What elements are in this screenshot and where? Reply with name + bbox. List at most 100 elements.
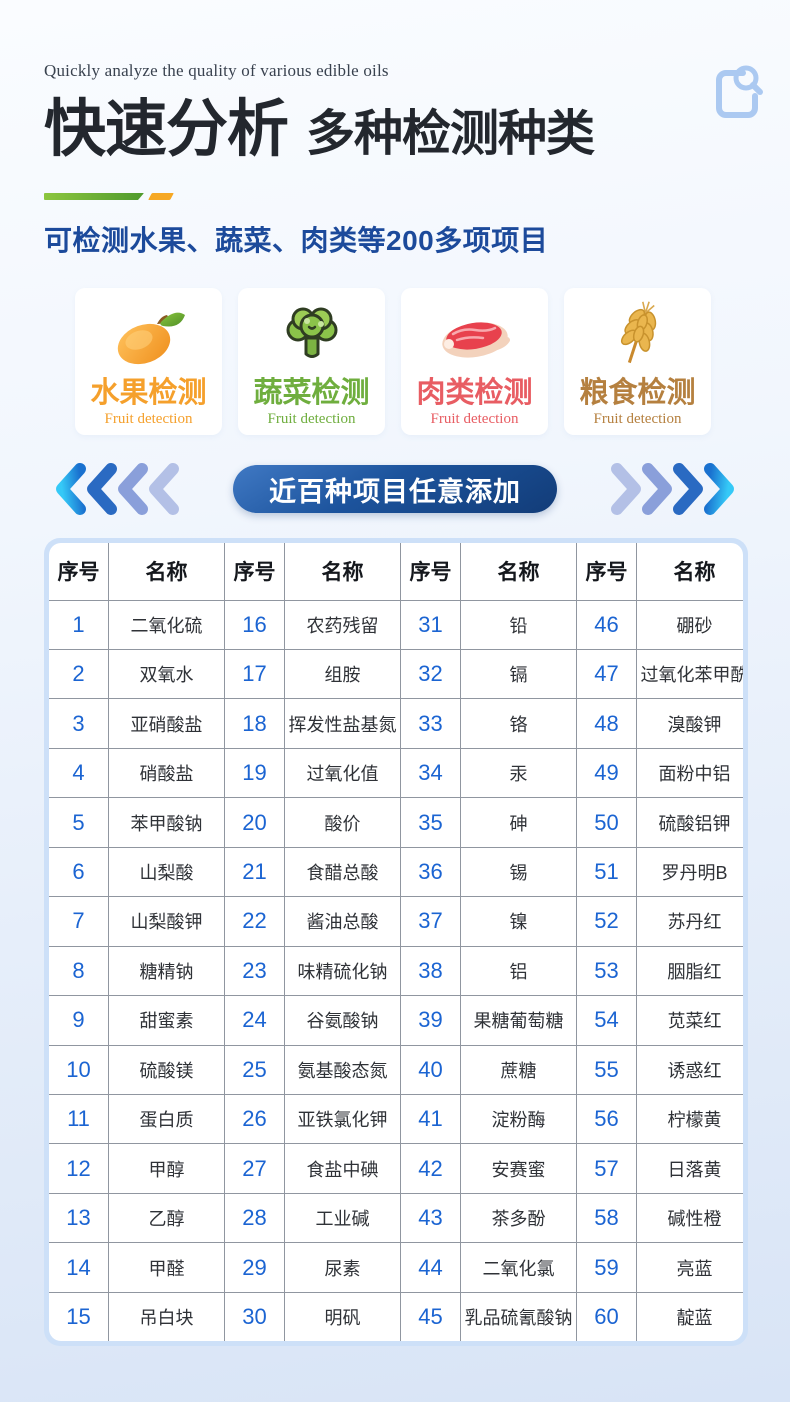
table-row: 13 乙醇 28 工业碱 43 茶多酚 58 碱性橙 — [49, 1192, 743, 1244]
serial-number-cell: 14 — [49, 1242, 109, 1293]
header-serial-number: 序号 — [400, 543, 461, 601]
serial-number-cell: 5 — [49, 797, 109, 848]
serial-number-cell: 4 — [49, 747, 109, 799]
item-name-cell: 蔗糖 — [460, 1044, 577, 1096]
serial-number-cell: 55 — [576, 1044, 637, 1096]
item-name-cell: 硫酸镁 — [108, 1044, 225, 1096]
serial-number-cell: 7 — [49, 896, 109, 947]
serial-number-cell: 37 — [400, 896, 461, 947]
table-row: 6 山梨酸 21 食醋总酸 36 锡 51 罗丹明B — [49, 846, 743, 898]
clipboard-search-icon — [712, 64, 764, 127]
item-name-cell: 淀粉酶 — [460, 1094, 577, 1145]
item-name-cell: 组胺 — [284, 648, 401, 700]
card-meat-detection[interactable]: 肉类检测 Fruit detection — [401, 288, 548, 435]
item-name-cell: 亚硝酸盐 — [108, 698, 225, 749]
item-name-cell: 碱性橙 — [636, 1192, 743, 1244]
card-label: 粮食检测 — [579, 377, 696, 409]
serial-number-cell: 46 — [576, 599, 637, 650]
detection-table-card: 序号 名称 序号 名称 序号 名称 序号 名称 1 二氧化硫 16 农药残留 31 铅 46 硼砂 2 双氧水 1… — [49, 543, 743, 1341]
item-name-cell: 柠檬黄 — [636, 1094, 743, 1145]
serial-number-cell: 51 — [576, 846, 637, 898]
serial-number-cell: 20 — [224, 797, 285, 848]
item-name-cell: 果糖葡萄糖 — [460, 995, 577, 1046]
item-name-cell: 工业碱 — [284, 1192, 401, 1244]
item-name-cell: 亚铁氯化钾 — [284, 1094, 401, 1145]
item-name-cell: 乙醇 — [108, 1192, 225, 1244]
serial-number-cell: 9 — [49, 995, 109, 1046]
serial-number-cell: 38 — [400, 945, 461, 997]
item-name-cell: 硼砂 — [636, 599, 743, 650]
serial-number-cell: 8 — [49, 945, 109, 997]
serial-number-cell: 47 — [576, 648, 637, 700]
item-name-cell: 铅 — [460, 599, 577, 650]
item-name-cell: 苋菜红 — [636, 995, 743, 1046]
serial-number-cell: 26 — [224, 1094, 285, 1145]
item-name-cell: 硫酸铝钾 — [636, 797, 743, 848]
item-name-cell: 二氧化硫 — [108, 599, 225, 650]
category-cards: 水果检测 Fruit detection — [75, 288, 711, 435]
table-row: 1 二氧化硫 16 农药残留 31 铅 46 硼砂 — [49, 599, 743, 650]
serial-number-cell: 16 — [224, 599, 285, 650]
item-name-cell: 过氧化值 — [284, 747, 401, 799]
item-name-cell: 甲醇 — [108, 1143, 225, 1194]
add-items-banner-button[interactable]: 近百种项目任意添加 — [233, 465, 557, 513]
serial-number-cell: 40 — [400, 1044, 461, 1096]
serial-number-cell: 44 — [400, 1242, 461, 1293]
item-name-cell: 味精硫化钠 — [284, 945, 401, 997]
card-fruit-detection[interactable]: 水果检测 Fruit detection — [75, 288, 222, 435]
title-accent-line — [44, 193, 174, 200]
serial-number-cell: 58 — [576, 1192, 637, 1244]
table-row: 11 蛋白质 26 亚铁氯化钾 41 淀粉酶 56 柠檬黄 — [49, 1094, 743, 1145]
serial-number-cell: 24 — [224, 995, 285, 1046]
serial-number-cell: 12 — [49, 1143, 109, 1194]
serial-number-cell: 29 — [224, 1242, 285, 1293]
item-name-cell: 镍 — [460, 896, 577, 947]
card-sublabel: Fruit detection — [104, 411, 193, 428]
table-row: 14 甲醛 29 尿素 44 二氧化氯 59 亮蓝 — [49, 1242, 743, 1293]
accent-orange-dash — [148, 193, 174, 200]
item-name-cell: 食盐中碘 — [284, 1143, 401, 1194]
card-label: 水果检测 — [90, 377, 207, 409]
item-name-cell: 过氧化苯甲酰 — [636, 648, 743, 700]
serial-number-cell: 60 — [576, 1291, 637, 1341]
item-name-cell: 胭脂红 — [636, 945, 743, 997]
item-name-cell: 酸价 — [284, 797, 401, 848]
card-label: 肉类检测 — [416, 377, 533, 409]
serial-number-cell: 1 — [49, 599, 109, 650]
table-row: 4 硝酸盐 19 过氧化值 34 汞 49 面粉中铝 — [49, 747, 743, 799]
card-vegetable-detection[interactable]: 蔬菜检测 Fruit detection — [238, 288, 385, 435]
serial-number-cell: 19 — [224, 747, 285, 799]
item-name-cell: 谷氨酸钠 — [284, 995, 401, 1046]
serial-number-cell: 31 — [400, 599, 461, 650]
serial-number-cell: 2 — [49, 648, 109, 700]
item-name-cell: 甲醛 — [108, 1242, 225, 1293]
item-name-cell: 靛蓝 — [636, 1291, 743, 1341]
item-name-cell: 吊白块 — [108, 1291, 225, 1341]
table-row: 5 苯甲酸钠 20 酸价 35 砷 50 硫酸铝钾 — [49, 797, 743, 848]
card-grain-detection[interactable]: 粮食检测 Fruit detection — [564, 288, 711, 435]
item-name-cell: 罗丹明B — [636, 846, 743, 898]
item-name-cell: 亮蓝 — [636, 1242, 743, 1293]
header-serial-number: 序号 — [224, 543, 285, 601]
chevron-left-icon — [56, 463, 179, 515]
header-item-name: 名称 — [460, 543, 577, 601]
item-name-cell: 食醋总酸 — [284, 846, 401, 898]
item-name-cell: 铬 — [460, 698, 577, 749]
serial-number-cell: 22 — [224, 896, 285, 947]
table-row: 7 山梨酸钾 22 酱油总酸 37 镍 52 苏丹红 — [49, 896, 743, 947]
serial-number-cell: 54 — [576, 995, 637, 1046]
item-name-cell: 酱油总酸 — [284, 896, 401, 947]
serial-number-cell: 49 — [576, 747, 637, 799]
serial-number-cell: 25 — [224, 1044, 285, 1096]
item-name-cell: 山梨酸钾 — [108, 896, 225, 947]
serial-number-cell: 32 — [400, 648, 461, 700]
header-item-name: 名称 — [636, 543, 743, 601]
mango-icon — [111, 294, 187, 378]
table-row: 15 吊白块 30 明矾 45 乳品硫氰酸钠 60 靛蓝 — [49, 1291, 743, 1341]
serial-number-cell: 56 — [576, 1094, 637, 1145]
serial-number-cell: 45 — [400, 1291, 461, 1341]
broccoli-icon — [276, 294, 348, 378]
card-sublabel: Fruit detection — [593, 411, 682, 428]
eyebrow-text: Quickly analyze the quality of various e… — [44, 61, 389, 80]
serial-number-cell: 15 — [49, 1291, 109, 1341]
